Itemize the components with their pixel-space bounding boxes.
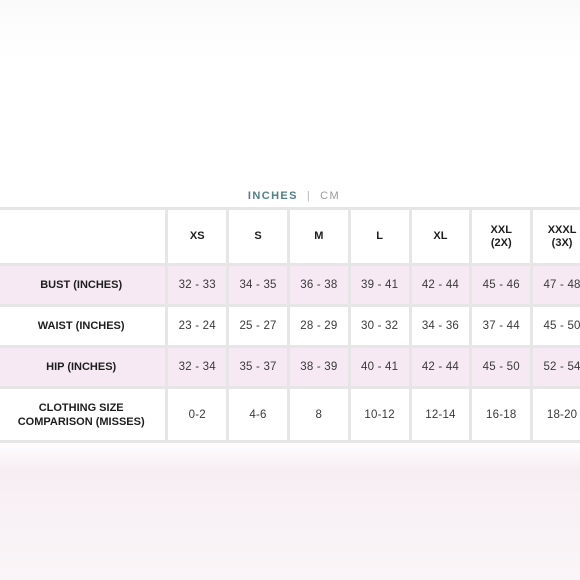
table-cell: 38 - 39 bbox=[289, 348, 348, 386]
table-row-size-comparison: CLOTHING SIZE COMPARISON (MISSES) 0-2 4-… bbox=[0, 389, 580, 440]
size-header-row: XS S M L XL XXL (2X) XXXL (3X) bbox=[0, 210, 580, 263]
table-cell: 34 - 36 bbox=[411, 307, 470, 345]
unit-cm-tab[interactable]: CM bbox=[320, 190, 341, 202]
unit-toggle: INCHES | CM bbox=[0, 190, 580, 202]
size-chart-table: XS S M L XL XXL (2X) XXXL (3X) BUST (INC… bbox=[0, 207, 580, 443]
table-cell: 32 - 33 bbox=[168, 266, 227, 304]
table-cell: 37 - 44 bbox=[472, 307, 531, 345]
table-cell: 45 - 46 bbox=[472, 266, 531, 304]
table-row-bust: BUST (INCHES) 32 - 33 34 - 35 36 - 38 39… bbox=[0, 266, 580, 304]
size-header-xxxl: XXXL (3X) bbox=[533, 210, 580, 263]
table-cell: 10-12 bbox=[350, 389, 409, 440]
size-header-xs: XS bbox=[168, 210, 227, 263]
table-cell: 42 - 44 bbox=[411, 266, 470, 304]
table-cell: 30 - 32 bbox=[350, 307, 409, 345]
size-header-xl: XL bbox=[411, 210, 470, 263]
table-cell: 39 - 41 bbox=[350, 266, 409, 304]
table-cell: 35 - 37 bbox=[229, 348, 287, 386]
table-cell: 45 - 50 bbox=[533, 307, 580, 345]
size-header-l: L bbox=[350, 210, 409, 263]
table-cell: 45 - 50 bbox=[472, 348, 531, 386]
table-cell: 0-2 bbox=[168, 389, 227, 440]
table-cell: 34 - 35 bbox=[229, 266, 287, 304]
table-cell: 40 - 41 bbox=[350, 348, 409, 386]
table-cell: 32 - 34 bbox=[168, 348, 227, 386]
table-cell: 23 - 24 bbox=[168, 307, 227, 345]
table-cell: 36 - 38 bbox=[289, 266, 348, 304]
table-row-waist: WAIST (INCHES) 23 - 24 25 - 27 28 - 29 3… bbox=[0, 307, 580, 345]
row-label-size-comparison: CLOTHING SIZE COMPARISON (MISSES) bbox=[0, 389, 166, 440]
table-cell: 16-18 bbox=[472, 389, 531, 440]
size-header-m: M bbox=[289, 210, 348, 263]
table-cell: 47 - 48 bbox=[533, 266, 580, 304]
table-cell: 4-6 bbox=[229, 389, 287, 440]
table-cell: 25 - 27 bbox=[229, 307, 287, 345]
unit-inches-tab[interactable]: INCHES bbox=[247, 190, 298, 202]
row-label-hip: HIP (INCHES) bbox=[0, 348, 166, 386]
table-cell: 8 bbox=[289, 389, 348, 440]
header-corner-cell bbox=[0, 210, 166, 263]
table-cell: 28 - 29 bbox=[289, 307, 348, 345]
size-header-s: S bbox=[229, 210, 287, 263]
unit-separator: | bbox=[306, 190, 312, 202]
row-label-bust: BUST (INCHES) bbox=[0, 266, 166, 304]
size-header-xxl: XXL (2X) bbox=[472, 210, 531, 263]
table-cell: 12-14 bbox=[411, 389, 470, 440]
table-row-hip: HIP (INCHES) 32 - 34 35 - 37 38 - 39 40 … bbox=[0, 348, 580, 386]
row-label-waist: WAIST (INCHES) bbox=[0, 307, 166, 345]
table-cell: 52 - 54 bbox=[533, 348, 580, 386]
size-chart-container: XS S M L XL XXL (2X) XXXL (3X) BUST (INC… bbox=[0, 207, 580, 443]
table-cell: 42 - 44 bbox=[411, 348, 470, 386]
table-cell: 18-20 bbox=[533, 389, 580, 440]
